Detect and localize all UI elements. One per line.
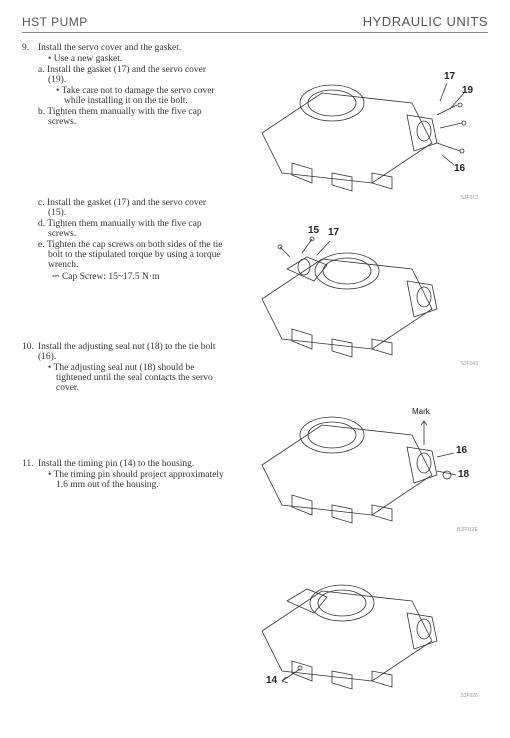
callout-17b: 17 [328,227,339,238]
callout-14: 14 [266,675,277,686]
figure-3: Mark 16 18 B3F012E [232,375,482,535]
step-9-c: c. Install the gasket (17) and the servo… [38,198,224,218]
step-10-bullet-1: • The adjusting seal nut (18) should be … [46,363,224,393]
instruction-column: 9. Install the servo cover and the gaske… [22,43,232,707]
step-10-number: 10. [22,342,38,393]
callout-mark: Mark [412,407,430,416]
step-9-d: d. Tighten them manually with the five c… [38,219,224,239]
figure-4-code: S3F026 [460,693,478,699]
figure-4: 14 S3F026 [232,541,482,701]
figure-3-code: B3F012E [457,527,478,533]
callout-16: 16 [454,163,465,174]
figure-1-code: S3F013 [460,195,478,201]
callout-15: 15 [308,225,319,236]
step-9-a: a. Install the gasket (17) and the servo… [38,65,224,85]
step-9-e: e. Tighten the cap screws on both sides … [38,240,224,270]
step-9-b: b. Tighten them manually with the five c… [38,107,224,127]
step-9-title: Install the servo cover and the gasket. [38,43,224,53]
callout-16b: 16 [456,445,467,456]
callout-18: 18 [458,469,469,480]
step-10-title: Install the adjusting seal nut (18) to t… [38,342,224,362]
header-left: HST PUMP [22,15,88,29]
step-11-bullet-1: • The timing pin should project approxim… [46,470,224,490]
step-11-number: 11. [22,459,38,490]
header-right: HYDRAULIC UNITS [363,14,488,29]
callout-19: 19 [462,85,473,96]
step-9-a-sub: • Take care not to damage the servo cove… [46,86,224,106]
step-9-torque: ⎓ Cap Screw: 15~17.5 N·m [38,271,224,282]
step-9-bullet-1: • Use a new gasket. [46,54,224,64]
figure-2-code: S3F043 [460,361,478,367]
callout-17: 17 [444,71,455,82]
step-9-number: 9. [22,43,38,127]
figure-column: 17 19 16 S3F013 [232,43,482,707]
figure-2: 15 17 S3F043 [232,209,482,369]
figure-1: 17 19 16 S3F013 [232,43,482,203]
step-11-title: Install the timing pin (14) to the housi… [38,459,224,469]
